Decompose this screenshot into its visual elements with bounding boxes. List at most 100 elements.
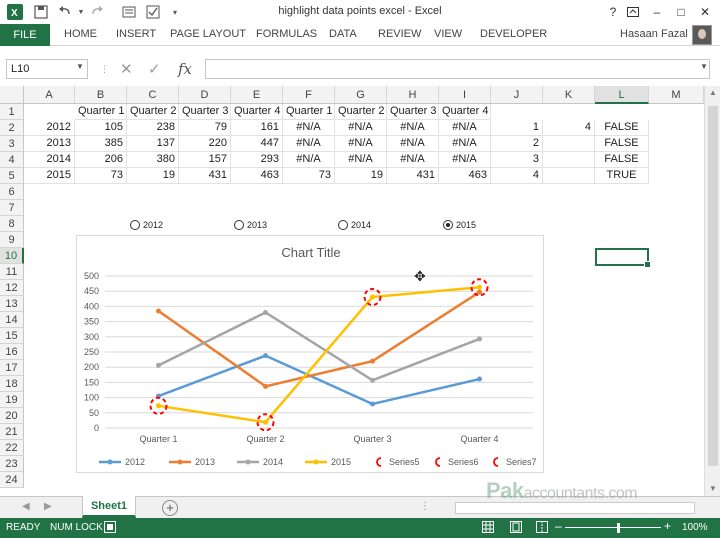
formula-input[interactable] <box>205 59 710 79</box>
row-header-9[interactable]: 9 <box>0 232 24 248</box>
cell-d4[interactable]: 157 <box>179 152 231 168</box>
cell-i2[interactable]: #N/A <box>439 120 491 136</box>
normal-view-icon[interactable] <box>482 521 494 536</box>
cell-a4[interactable]: 2014 <box>24 152 75 168</box>
cell-f1[interactable]: Quarter 1 <box>283 104 335 120</box>
row-header-7[interactable]: 7 <box>0 200 24 216</box>
row-header-6[interactable]: 6 <box>0 184 24 200</box>
tab-developer[interactable]: DEVELOPER <box>480 28 548 40</box>
radio-2012[interactable] <box>130 220 140 230</box>
cell-i4[interactable]: #N/A <box>439 152 491 168</box>
save-icon[interactable] <box>32 3 50 21</box>
zoom-out-button[interactable]: – <box>555 519 562 533</box>
vertical-scrollbar[interactable]: ▲ ▼ <box>704 86 720 496</box>
cell-c3[interactable]: 137 <box>127 136 179 152</box>
user-name[interactable]: Hasaan Fazal <box>620 28 688 40</box>
cell-k4[interactable] <box>543 152 595 168</box>
cell-d1[interactable]: Quarter 3 <box>179 104 231 120</box>
cell-i1[interactable]: Quarter 4 <box>439 104 491 120</box>
cell-f2[interactable]: #N/A <box>283 120 335 136</box>
row-header-24[interactable]: 24 <box>0 472 24 488</box>
radio-2015[interactable] <box>443 220 453 230</box>
cell-h3[interactable]: #N/A <box>387 136 439 152</box>
tab-formulas[interactable]: FORMULAS <box>256 28 318 40</box>
expand-formula-bar-icon[interactable]: ▼ <box>700 62 708 71</box>
close-button[interactable]: ✕ <box>699 5 711 19</box>
macro-record-icon[interactable] <box>104 521 116 536</box>
cell-e4[interactable]: 293 <box>231 152 283 168</box>
cell-a3[interactable]: 2013 <box>24 136 75 152</box>
ribbon-options-icon[interactable] <box>622 2 644 22</box>
column-header-g[interactable]: G <box>335 86 387 104</box>
cell-l4[interactable]: FALSE <box>595 152 649 168</box>
cell-a5[interactable]: 2015 <box>24 168 75 184</box>
cell-l2[interactable]: FALSE <box>595 120 649 136</box>
undo-dropdown-icon[interactable]: ▼ <box>77 8 85 16</box>
row-header-14[interactable]: 14 <box>0 312 24 328</box>
row-header-3[interactable]: 3 <box>0 136 24 152</box>
cell-g1[interactable]: Quarter 2 <box>335 104 387 120</box>
cell-j3[interactable]: 2 <box>491 136 543 152</box>
name-box[interactable]: L10 <box>6 59 88 79</box>
column-header-e[interactable]: E <box>231 86 283 104</box>
cell-f4[interactable]: #N/A <box>283 152 335 168</box>
scroll-down-icon[interactable]: ▼ <box>709 484 717 493</box>
tab-data[interactable]: DATA <box>329 28 357 40</box>
cell-h2[interactable]: #N/A <box>387 120 439 136</box>
cell-i3[interactable]: #N/A <box>439 136 491 152</box>
cell-k2[interactable]: 4 <box>543 120 595 136</box>
row-header-17[interactable]: 17 <box>0 360 24 376</box>
row-header-16[interactable]: 16 <box>0 344 24 360</box>
page-break-view-icon[interactable] <box>536 521 548 536</box>
option-button-2015[interactable]: 2015 <box>443 220 476 230</box>
next-sheet-icon[interactable]: ▶ <box>44 501 52 512</box>
tab-file[interactable]: FILE <box>0 24 50 46</box>
cell-e3[interactable]: 447 <box>231 136 283 152</box>
cell-e5[interactable]: 463 <box>231 168 283 184</box>
tab-split-icon[interactable]: ⋮ <box>420 501 430 512</box>
column-header-h[interactable]: H <box>387 86 439 104</box>
cell-b3[interactable]: 385 <box>75 136 127 152</box>
column-header-i[interactable]: I <box>439 86 491 104</box>
option-button-2012[interactable]: 2012 <box>130 220 163 230</box>
cell-f3[interactable]: #N/A <box>283 136 335 152</box>
insert-function-icon[interactable]: fx <box>178 60 193 78</box>
line-chart[interactable]: Chart Title 0 50 100 150 200 250 300 350 400 450 50… <box>76 235 596 473</box>
form-icon[interactable] <box>120 3 138 21</box>
cell-d3[interactable]: 220 <box>179 136 231 152</box>
cell-h4[interactable]: #N/A <box>387 152 439 168</box>
row-header-18[interactable]: 18 <box>0 376 24 392</box>
cell-e1[interactable]: Quarter 4 <box>231 104 283 120</box>
row-header-5[interactable]: 5 <box>0 168 24 184</box>
row-header-22[interactable]: 22 <box>0 440 24 456</box>
avatar[interactable] <box>692 25 712 45</box>
row-header-8[interactable]: 8 <box>0 216 24 232</box>
cell-j4[interactable]: 3 <box>491 152 543 168</box>
customize-qat-icon[interactable]: ▾ <box>172 7 177 17</box>
restore-button[interactable]: □ <box>677 5 685 19</box>
row-header-15[interactable]: 15 <box>0 328 24 344</box>
horizontal-scrollbar[interactable] <box>455 502 695 514</box>
select-all-corner[interactable] <box>0 86 24 104</box>
column-header-j[interactable]: J <box>491 86 543 104</box>
cell-j5[interactable]: 4 <box>491 168 543 184</box>
sheet-tab-sheet1[interactable]: Sheet1 <box>82 496 136 518</box>
worksheet-grid[interactable]: A B C D E F G H I J K L M Quarter 1 Quar… <box>0 86 704 496</box>
prev-sheet-icon[interactable]: ◀ <box>22 501 30 512</box>
cell-c1[interactable]: Quarter 2 <box>127 104 179 120</box>
cell-i5[interactable]: 463 <box>439 168 491 184</box>
column-header-m[interactable]: M <box>649 86 704 104</box>
cell-a2[interactable]: 2012 <box>24 120 75 136</box>
column-header-a[interactable]: A <box>24 86 75 104</box>
scroll-up-icon[interactable]: ▲ <box>709 88 717 97</box>
cell-d2[interactable]: 79 <box>179 120 231 136</box>
cell-d5[interactable]: 431 <box>179 168 231 184</box>
radio-2013[interactable] <box>234 220 244 230</box>
active-cell-l10[interactable] <box>595 248 651 268</box>
undo-icon[interactable] <box>56 3 74 21</box>
vertical-scroll-thumb[interactable] <box>708 106 718 466</box>
row-header-19[interactable]: 19 <box>0 392 24 408</box>
row-header-2[interactable]: 2 <box>0 120 24 136</box>
cell-h1[interactable]: Quarter 3 <box>387 104 439 120</box>
tab-view[interactable]: VIEW <box>434 28 463 40</box>
